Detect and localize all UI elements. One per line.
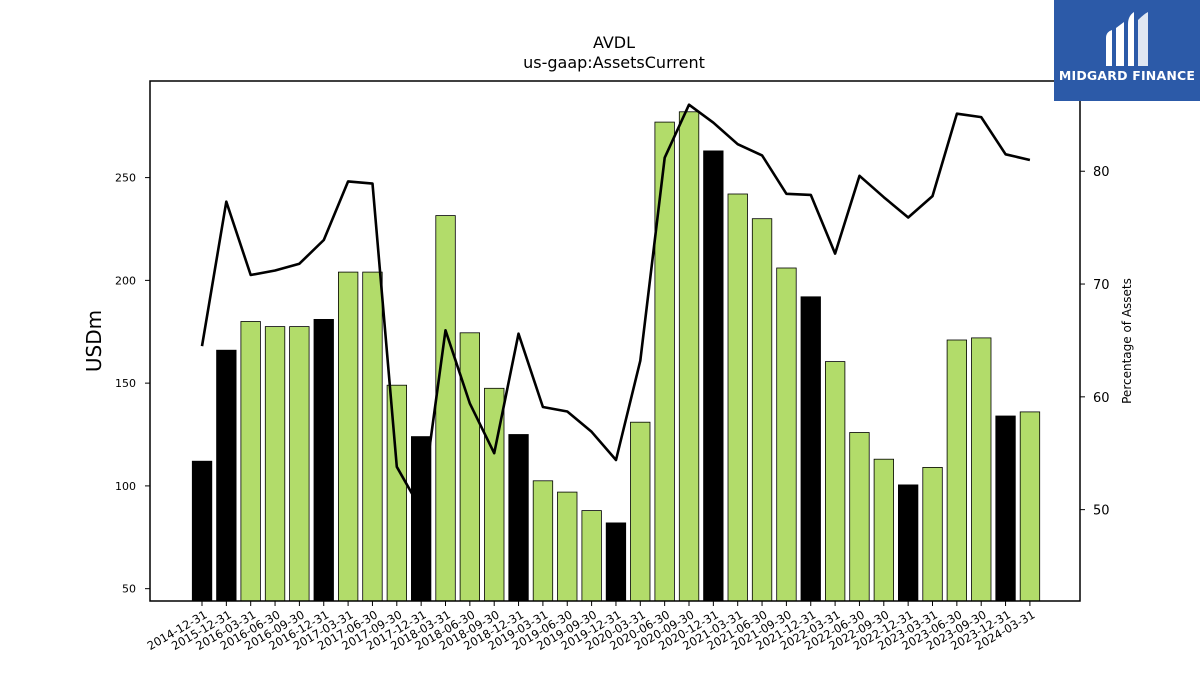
bar-2022-06-30 xyxy=(849,432,870,602)
chart-title: AVDL xyxy=(593,33,635,52)
bar-2023-12-31 xyxy=(995,415,1016,602)
y-tick-label: 50 xyxy=(122,583,136,596)
y-tick-label: 200 xyxy=(115,274,136,287)
y-axis-label: USDm xyxy=(82,310,106,372)
bar-2021-06-30 xyxy=(751,218,773,602)
chart-subtitle: us-gaap:AssetsCurrent xyxy=(523,53,705,72)
bar-2020-12-31 xyxy=(703,150,724,602)
x-axis: 2014-12-312015-12-312016-03-312016-06-30… xyxy=(145,601,1037,653)
bar-layer xyxy=(191,111,1041,602)
bar-2016-03-31 xyxy=(240,321,261,602)
y2-tick-label: 80 xyxy=(1093,165,1110,180)
bar-2021-12-31 xyxy=(800,296,821,602)
bar-2024-03-31 xyxy=(1019,411,1041,602)
bar-2019-06-30 xyxy=(557,491,578,602)
bar-2016-09-30 xyxy=(289,326,310,602)
bar-2018-06-30 xyxy=(459,332,481,602)
bar-2019-12-31 xyxy=(605,522,627,602)
right-axis: 50 60 70 80 xyxy=(1080,165,1110,519)
bar-2017-03-31 xyxy=(337,271,359,602)
y2-tick-label: 60 xyxy=(1093,391,1110,406)
logo-text: MIDGARD FINANCE xyxy=(1058,68,1196,83)
y-tick-label: 100 xyxy=(115,480,136,493)
plot-frame xyxy=(149,80,1081,602)
left-axis: 50 100 150 200 250 xyxy=(115,172,150,596)
bar-2020-09-30 xyxy=(678,111,700,602)
bar-2023-09-30 xyxy=(971,337,992,602)
bar-2022-03-31 xyxy=(825,361,846,602)
y2-axis-label: Percentage of Assets xyxy=(1120,278,1134,404)
bar-2016-12-31 xyxy=(313,318,334,602)
midgard-finance-logo: MIDGARD FINANCE xyxy=(1054,0,1200,101)
midgard-logo-icon xyxy=(1106,12,1148,66)
bar-2015-12-31 xyxy=(216,349,237,602)
y2-tick-label: 50 xyxy=(1093,504,1110,519)
percent-line-layer xyxy=(200,103,1031,511)
bar-2019-09-30 xyxy=(581,510,602,602)
bar-2020-03-31 xyxy=(630,421,651,602)
bar-2016-06-30 xyxy=(264,326,286,602)
bar-2023-06-30 xyxy=(946,339,967,602)
bar-2021-09-30 xyxy=(776,267,797,602)
y-tick-label: 250 xyxy=(115,172,136,185)
bar-2022-12-31 xyxy=(898,484,919,602)
bar-2019-03-31 xyxy=(532,480,554,602)
bar-2018-12-31 xyxy=(508,434,529,602)
bar-2020-06-30 xyxy=(654,121,675,602)
bar-2018-03-31 xyxy=(435,215,456,602)
bar-2022-09-30 xyxy=(873,458,894,602)
bar-2023-03-31 xyxy=(922,466,943,602)
y-tick-label: 150 xyxy=(115,377,136,390)
bar-2017-09-30 xyxy=(386,384,408,602)
bar-2021-03-31 xyxy=(727,193,748,602)
y2-tick-label: 70 xyxy=(1093,278,1110,293)
bar-2014-12-31 xyxy=(191,460,213,602)
percent-series-line xyxy=(200,103,1031,511)
bar-2017-06-30 xyxy=(362,271,383,602)
